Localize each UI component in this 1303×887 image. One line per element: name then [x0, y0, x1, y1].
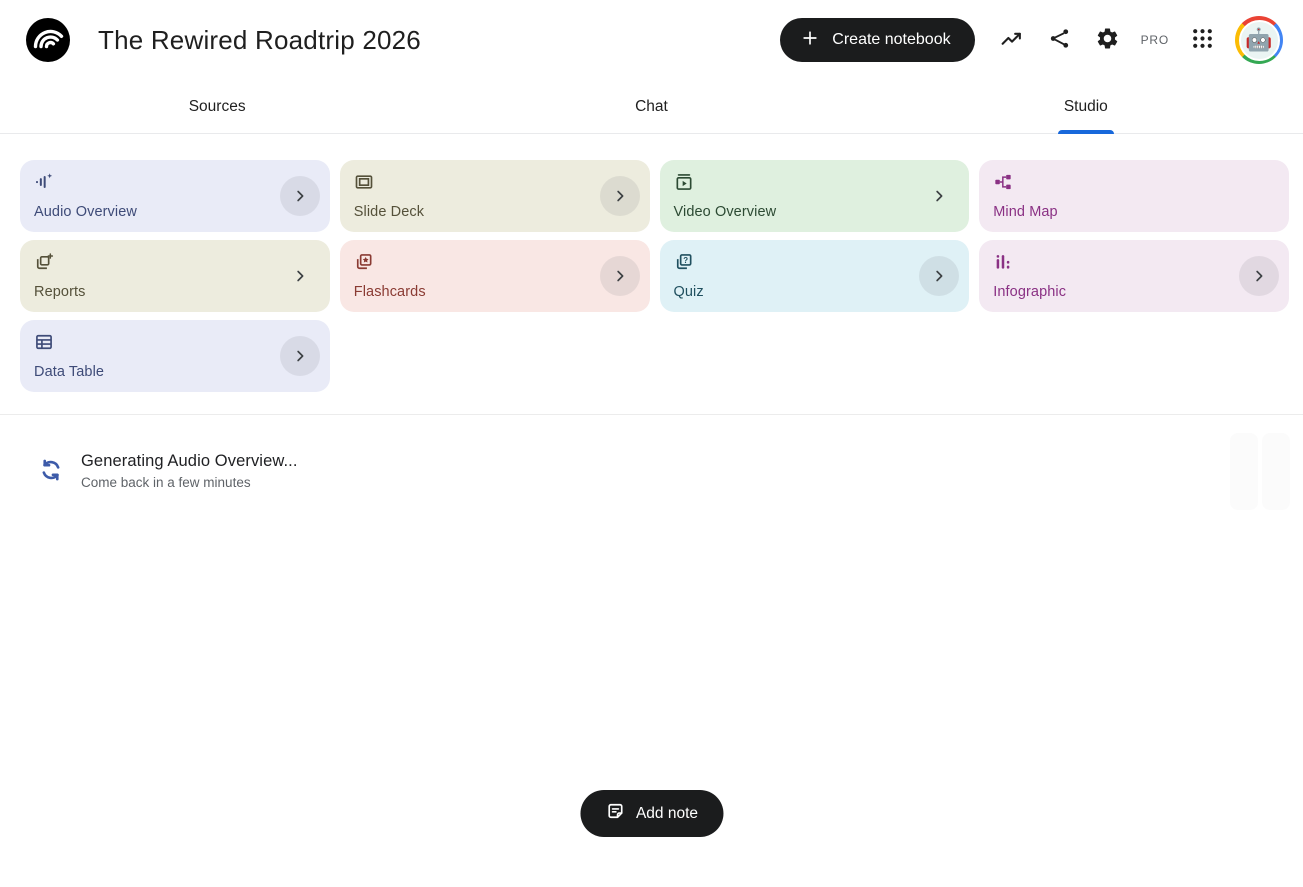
pro-plan-badge: PRO	[1140, 33, 1169, 47]
share-icon	[1047, 26, 1072, 54]
chevron-right-icon	[930, 267, 948, 285]
tab-studio[interactable]: Studio	[869, 80, 1303, 134]
chevron-right-icon	[611, 187, 629, 205]
bar-chart-icon	[993, 252, 1013, 272]
create-notebook-button[interactable]: Create notebook	[780, 18, 975, 62]
card-open-button[interactable]	[280, 256, 320, 296]
google-apps-button[interactable]	[1181, 19, 1223, 61]
studio-card-audio-overview[interactable]: Audio Overview	[20, 160, 330, 232]
chevron-right-icon	[930, 187, 948, 205]
chevron-right-icon	[291, 267, 309, 285]
tab-chat-label: Chat	[635, 97, 668, 115]
tab-sources-label: Sources	[188, 97, 246, 115]
generating-title: Generating Audio Overview...	[81, 452, 298, 470]
create-notebook-label: Create notebook	[832, 31, 951, 48]
header-actions: Create notebook PRO	[780, 16, 1283, 64]
note-icon	[605, 801, 625, 826]
add-note-label: Add note	[635, 804, 699, 822]
studio-card-flashcards[interactable]: Flashcards	[339, 240, 650, 312]
card-label: Slide Deck	[353, 204, 425, 220]
chevron-right-icon	[291, 347, 309, 365]
card-open-button[interactable]	[919, 176, 959, 216]
card-open-button[interactable]	[279, 336, 320, 376]
studio-card-infographic[interactable]: Infographic	[979, 240, 1289, 312]
share-button[interactable]	[1039, 19, 1081, 61]
card-label: Reports	[34, 284, 86, 300]
audio-waveform-sparkle-icon	[34, 172, 54, 192]
studio-card-mind-map[interactable]: Mind Map	[979, 160, 1289, 232]
studio-cards-grid: Audio Overview Slide Deck Video Overview Mi…	[0, 134, 1303, 392]
slide-deck-icon	[354, 172, 374, 192]
tab-sources[interactable]: Sources	[0, 80, 434, 133]
user-avatar[interactable]: 🤖	[1235, 16, 1283, 64]
video-overview-icon	[674, 172, 694, 192]
scrollbar-track-decoration	[1230, 433, 1290, 510]
header: The Rewired Roadtrip 2026 Create noteboo…	[0, 0, 1303, 80]
studio-card-video-overview[interactable]: Video Overview	[659, 160, 970, 232]
generating-status-text: Generating Audio Overview... Come back i…	[81, 452, 298, 490]
settings-gear-icon	[1095, 26, 1120, 54]
card-open-button[interactable]	[279, 176, 320, 216]
chevron-right-icon	[1250, 267, 1268, 285]
card-label: Infographic	[993, 284, 1067, 300]
card-open-button[interactable]	[599, 256, 640, 296]
trending-up-icon	[999, 26, 1024, 54]
quiz-question-icon: ?	[674, 252, 694, 272]
studio-card-quiz[interactable]: ? Quiz	[659, 240, 970, 312]
notebook-title[interactable]: The Rewired Roadtrip 2026	[98, 24, 421, 55]
card-open-button[interactable]	[1239, 256, 1279, 296]
chevron-right-icon	[611, 267, 629, 285]
sync-icon	[38, 457, 64, 483]
reports-add-icon	[34, 252, 54, 272]
main-tabs: Sources Chat Studio	[0, 80, 1303, 134]
card-label: Video Overview	[673, 204, 777, 220]
generating-subtitle: Come back in a few minutes	[81, 475, 251, 490]
plus-icon	[800, 28, 820, 53]
card-label: Mind Map	[993, 204, 1058, 220]
flashcards-star-icon	[354, 252, 374, 272]
card-label: Quiz	[673, 284, 704, 300]
card-open-button[interactable]	[919, 256, 960, 296]
analytics-button[interactable]	[991, 19, 1033, 61]
settings-button[interactable]	[1087, 19, 1129, 61]
generating-status-row: Generating Audio Overview... Come back i…	[0, 415, 1303, 490]
section-divider	[0, 414, 1303, 415]
tab-chat[interactable]: Chat	[434, 80, 868, 133]
mind-map-icon	[993, 172, 1013, 192]
chevron-right-icon	[291, 187, 309, 205]
data-table-icon	[34, 332, 54, 352]
card-label: Audio Overview	[34, 204, 137, 220]
notebooklm-logo-icon[interactable]	[26, 18, 70, 62]
card-label: Data Table	[34, 364, 105, 380]
card-label: Flashcards	[353, 284, 426, 300]
avatar-robot-image: 🤖	[1238, 19, 1280, 61]
tab-studio-label: Studio	[1063, 97, 1108, 115]
svg-text:?: ?	[683, 256, 688, 265]
studio-card-data-table[interactable]: Data Table	[20, 320, 330, 392]
studio-card-reports[interactable]: Reports	[20, 240, 330, 312]
add-note-button[interactable]: Add note	[579, 790, 724, 837]
apps-grid-icon	[1190, 26, 1215, 54]
studio-card-slide-deck[interactable]: Slide Deck	[339, 160, 650, 232]
card-open-button[interactable]	[599, 176, 640, 216]
active-tab-underline	[1057, 130, 1114, 134]
